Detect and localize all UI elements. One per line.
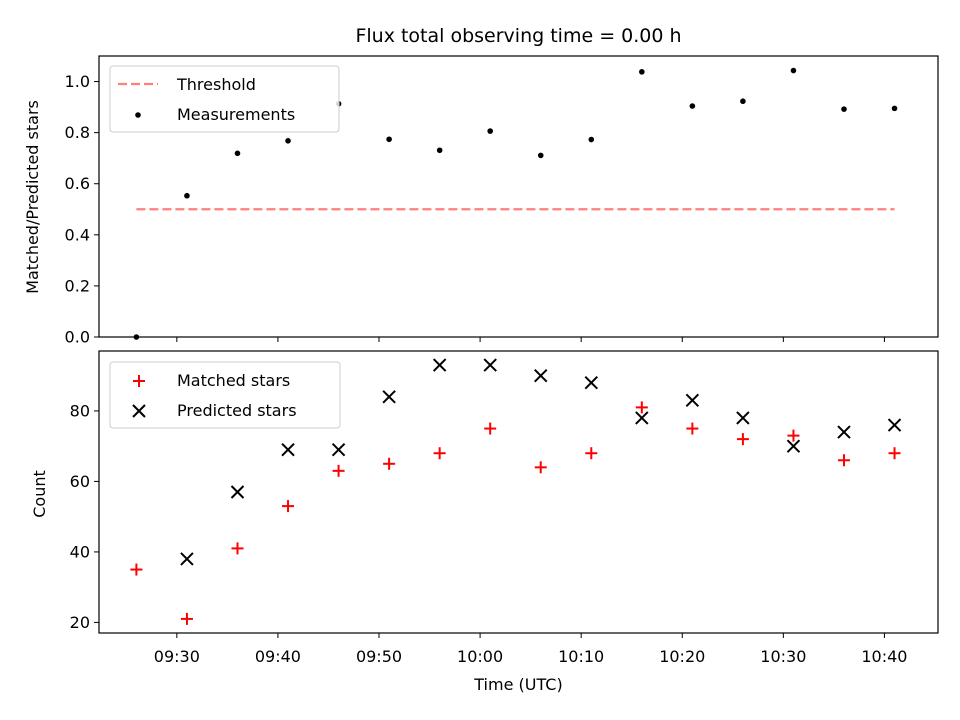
- y-tick-label: 1.0: [65, 72, 90, 91]
- x-tick-label: 10:20: [659, 647, 705, 666]
- measurement-point: [436, 147, 443, 154]
- y-tick-label: 20: [70, 613, 90, 632]
- legend-matched-swatch: [133, 375, 145, 387]
- matched-star-point: [130, 563, 143, 576]
- matched-star-point: [180, 612, 193, 625]
- matched-star-point: [484, 422, 497, 435]
- x-tick-label: 10:00: [457, 647, 503, 666]
- measurement-point: [285, 138, 291, 144]
- predicted-star-point: [635, 411, 649, 425]
- legend-measurements-swatch: [135, 112, 141, 118]
- matched-star-point: [837, 454, 850, 467]
- matched-star-point: [635, 401, 648, 414]
- measurement-point: [537, 152, 544, 159]
- top-y-axis-label: Matched/Predicted stars: [23, 100, 42, 294]
- predicted-star-point: [331, 442, 346, 457]
- y-tick-label: 0.6: [65, 174, 90, 193]
- legend-measurements-label: Measurements: [177, 105, 295, 124]
- top-legend-box: [109, 65, 340, 133]
- legend-predicted-label: Predicted stars: [177, 401, 297, 420]
- predicted-star-point: [281, 442, 295, 457]
- bottom-plot-marks: [130, 358, 902, 625]
- x-axis-label: Time (UTC): [473, 675, 562, 694]
- y-tick-label: 0.2: [65, 276, 90, 295]
- bottom-y-axis-label: Count: [30, 470, 49, 518]
- matched-star-point: [433, 447, 446, 460]
- y-tick-label: 40: [70, 542, 90, 561]
- predicted-star-point: [432, 358, 447, 372]
- matched-star-point: [534, 461, 547, 474]
- y-tick-label: 0.0: [65, 328, 90, 347]
- x-tick-label: 09:30: [154, 647, 200, 666]
- measurement-point: [588, 136, 595, 143]
- bottom-axes-frame: [98, 350, 939, 634]
- measurement-point: [386, 136, 392, 143]
- y-tick-label: 80: [70, 401, 90, 420]
- measurement-point: [639, 69, 645, 75]
- measurement-point: [184, 192, 190, 199]
- x-tick-label: 09:40: [255, 647, 301, 666]
- bottom-legend: Matched stars Predicted stars: [109, 361, 341, 429]
- x-tick-label: 10:30: [760, 647, 806, 666]
- top-panel: 0.0 0.2 0.4 0.6 0.8 1.0 Matched/Predicted sta…: [23, 55, 939, 347]
- measurement-point: [841, 106, 847, 112]
- predicted-star-point: [685, 393, 700, 408]
- predicted-star-point: [483, 358, 497, 372]
- y-tick-label: 60: [70, 472, 90, 491]
- measurement-point: [234, 150, 241, 157]
- matched-star-point: [231, 542, 244, 555]
- matched-star-point: [787, 429, 800, 442]
- predicted-star-point: [230, 485, 245, 499]
- legend-threshold-label: Threshold: [176, 75, 256, 94]
- x-tick-label: 10:40: [861, 647, 907, 666]
- predicted-star-point: [887, 418, 902, 432]
- top-y-axis-ticks: 0.0 0.2 0.4 0.6 0.8 1.0: [65, 72, 99, 347]
- matched-star-point: [585, 447, 598, 460]
- top-legend: Threshold Measurements: [109, 65, 340, 133]
- y-tick-label: 0.8: [65, 123, 90, 142]
- top-axes-frame: [98, 55, 939, 338]
- predicted-star-point: [180, 552, 194, 566]
- predicted-star-point: [837, 425, 851, 439]
- bottom-y-axis-ticks: 20 40 60 80: [70, 401, 99, 632]
- matched-star-point: [383, 457, 396, 470]
- legend-predicted-swatch: [132, 404, 146, 418]
- measurement-point: [740, 98, 746, 105]
- bottom-legend-box: [109, 361, 341, 429]
- predicted-star-point: [736, 411, 750, 425]
- matched-star-point: [282, 500, 295, 513]
- chart-title: Flux total observing time = 0.00 h: [355, 25, 681, 47]
- top-plot-marks: [133, 67, 898, 340]
- matched-star-point: [686, 422, 699, 435]
- matched-star-point: [736, 433, 749, 446]
- predicted-star-point: [584, 376, 598, 390]
- measurement-point: [487, 128, 493, 134]
- predicted-star-point: [534, 368, 548, 383]
- bottom-panel: 20 40 60 80 09:30 09:40 09:50 10:00 10:10 10:20 1…: [30, 350, 939, 694]
- predicted-star-point: [786, 439, 801, 453]
- y-tick-label: 0.4: [65, 225, 90, 244]
- matched-star-point: [332, 464, 345, 477]
- predicted-star-point: [382, 390, 396, 404]
- measurement-point: [689, 103, 696, 109]
- measurement-point: [790, 67, 797, 74]
- top-x-axis-ticks: [176, 337, 885, 342]
- bottom-x-axis-ticks: 09:30 09:40 09:50 10:00 10:10 10:20 10:30 10:40: [154, 633, 907, 666]
- x-tick-label: 10:10: [558, 647, 604, 666]
- measurement-point: [891, 105, 898, 112]
- legend-matched-label: Matched stars: [177, 371, 290, 390]
- x-tick-label: 09:50: [356, 647, 402, 666]
- matched-star-point: [888, 447, 901, 460]
